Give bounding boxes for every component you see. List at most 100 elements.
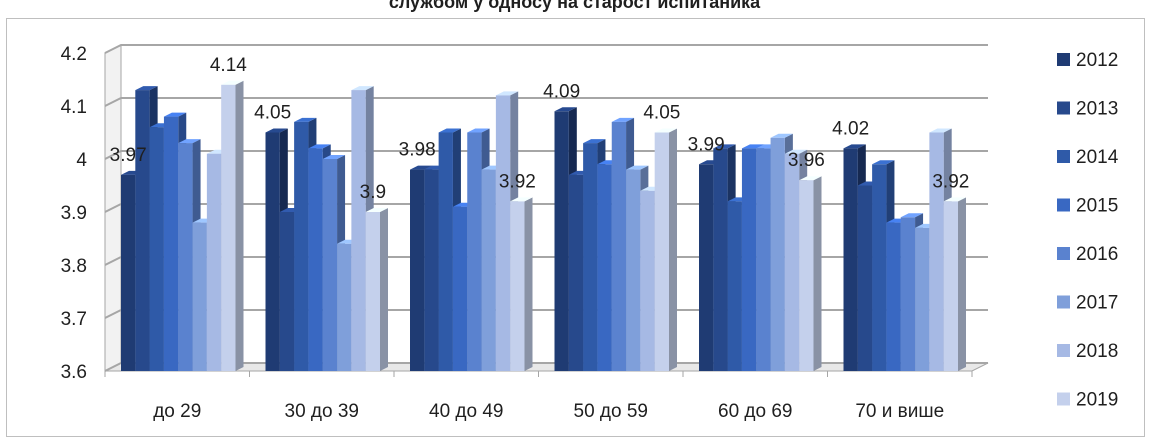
bar-top xyxy=(365,208,388,212)
bar-side xyxy=(669,128,677,371)
bar xyxy=(713,148,728,371)
x-category-label: 40 до 49 xyxy=(429,401,503,422)
bar xyxy=(915,227,930,371)
bar-top xyxy=(583,139,606,144)
legend-swatch xyxy=(1057,295,1070,309)
x-category-label: 50 до 59 xyxy=(574,401,648,422)
y-tick-label: 3.6 xyxy=(61,362,87,383)
bar-top xyxy=(294,117,317,122)
bar-side xyxy=(524,197,533,371)
bar-top xyxy=(713,144,736,149)
legend-label: 2014 xyxy=(1076,147,1119,168)
legend-swatch xyxy=(1057,392,1070,406)
bar xyxy=(568,174,584,371)
bar-top xyxy=(784,149,808,154)
bar-top xyxy=(929,128,952,133)
data-label: 3.9 xyxy=(360,182,386,203)
bar xyxy=(163,116,179,371)
legend-label: 2018 xyxy=(1076,341,1118,362)
chart-title: службом у односу на старост испитаника xyxy=(388,0,761,12)
gridline xyxy=(104,44,988,54)
bar-top xyxy=(467,128,490,133)
bar-top xyxy=(438,128,461,133)
bar-top xyxy=(322,155,346,159)
bar-top xyxy=(410,165,433,170)
bar xyxy=(640,190,655,371)
legend-label: 2019 xyxy=(1076,390,1118,411)
bar xyxy=(510,201,525,371)
bar xyxy=(597,164,612,371)
bar xyxy=(467,132,482,371)
data-label: 3.97 xyxy=(110,145,147,166)
bar xyxy=(135,90,150,371)
bar-top xyxy=(626,165,649,170)
bar xyxy=(438,132,453,371)
x-category-label: 60 до 69 xyxy=(718,401,792,422)
y-tick-label: 3.8 xyxy=(61,256,87,277)
y-tick-label: 4 xyxy=(76,150,87,171)
legend-label: 2012 xyxy=(1076,50,1118,71)
bar xyxy=(872,164,887,371)
bar xyxy=(279,212,295,371)
bar xyxy=(626,169,641,371)
bar xyxy=(886,222,901,371)
data-label: 3.98 xyxy=(399,140,436,161)
bar xyxy=(206,153,222,371)
legend-swatch xyxy=(1057,53,1070,66)
bar xyxy=(857,185,873,371)
legend-swatch xyxy=(1057,247,1070,260)
bar xyxy=(611,121,627,372)
bar-top xyxy=(872,160,895,165)
x-category-label: 70 и више xyxy=(855,401,944,422)
bar xyxy=(770,137,785,371)
bar xyxy=(351,90,366,371)
data-label: 3.96 xyxy=(788,150,825,171)
bar xyxy=(308,148,323,371)
data-label: 4.14 xyxy=(210,55,247,76)
bar xyxy=(121,174,136,371)
bar xyxy=(178,143,193,371)
bar-top xyxy=(308,144,331,149)
bar xyxy=(784,153,800,371)
data-label: 4.02 xyxy=(832,118,869,139)
bar-top xyxy=(900,213,924,218)
bar xyxy=(799,180,814,371)
bar xyxy=(452,206,468,371)
bar xyxy=(554,111,569,372)
bar xyxy=(424,169,439,371)
bar xyxy=(410,169,425,371)
bar-top xyxy=(221,80,244,85)
y-tick-label: 4.1 xyxy=(61,97,87,118)
bar-side xyxy=(380,208,388,371)
legend-label: 2016 xyxy=(1076,244,1118,265)
bar xyxy=(583,143,598,371)
bar-top xyxy=(741,144,765,149)
gridline xyxy=(104,150,988,160)
bar-top xyxy=(611,117,635,122)
bar-top xyxy=(178,139,201,144)
bar-top xyxy=(943,197,966,202)
legend-swatch xyxy=(1057,344,1070,357)
y-tick-label: 4.2 xyxy=(61,44,87,65)
bar xyxy=(221,84,236,372)
bar xyxy=(495,95,511,372)
bar-top xyxy=(843,144,866,149)
bar-top xyxy=(135,86,158,91)
bar xyxy=(192,222,207,371)
legend-label: 2013 xyxy=(1076,99,1118,120)
x-category-label: 30 до 39 xyxy=(285,401,359,422)
bar xyxy=(322,159,338,371)
bar xyxy=(265,132,280,371)
bar xyxy=(741,148,757,371)
bar-top xyxy=(554,107,577,112)
data-label: 3.92 xyxy=(499,171,536,192)
bar-top xyxy=(163,112,187,117)
bar-top xyxy=(265,128,288,133)
data-label: 3.99 xyxy=(688,134,725,155)
bar xyxy=(943,201,958,371)
bar xyxy=(929,132,944,371)
bar-side xyxy=(813,176,822,371)
bar xyxy=(699,164,714,371)
legend-label: 2017 xyxy=(1076,293,1118,314)
bar xyxy=(294,121,309,372)
